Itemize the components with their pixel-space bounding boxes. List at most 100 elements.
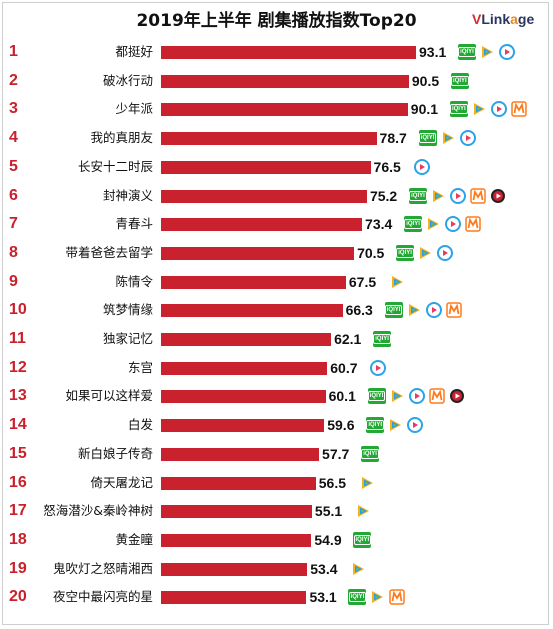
rank-label: 5 [9, 157, 18, 175]
tencent-icon [388, 388, 406, 404]
platform-icons: iQIYI [450, 72, 469, 89]
category-label: 长安十二时辰 [77, 158, 153, 174]
tencent-icon [429, 188, 447, 204]
data-label: 56.5 [318, 474, 346, 491]
data-label: 57.7 [322, 445, 350, 462]
data-label: 62.1 [334, 331, 362, 347]
rank-label: 3 [9, 100, 18, 118]
iqiyi-icon: iQIYI [449, 101, 468, 118]
platform-icons: iQIYI [418, 130, 477, 147]
rank-label: 8 [9, 243, 18, 261]
bar [161, 74, 409, 88]
bar [161, 46, 416, 59]
youku-icon [449, 187, 467, 204]
bar [161, 189, 367, 203]
rank-label: 11 [9, 330, 26, 347]
category-label: 带着爸爸去留学 [65, 244, 153, 260]
category-label: 如果可以这样爱 [65, 388, 153, 404]
platform-icons: iQIYI [366, 417, 424, 434]
iqiyi-icon: iQIYI [367, 388, 386, 405]
category-label: 筑梦情缘 [102, 302, 153, 318]
bar [161, 218, 363, 232]
bar [161, 505, 312, 519]
tencent-icon [368, 589, 386, 605]
platform-icons: iQIYI [384, 302, 463, 319]
data-label: 78.7 [379, 130, 407, 147]
data-label: 53.4 [310, 560, 338, 577]
youku-icon [406, 417, 424, 434]
data-label: 60.7 [330, 359, 358, 376]
youku-icon [490, 101, 508, 118]
bar [161, 333, 332, 346]
category-label: 封神演义 [102, 187, 153, 203]
iqiyi-icon: iQIYI [361, 445, 380, 462]
iqiyi-icon: iQIYI [348, 589, 367, 606]
category-label: 倚天屠龙记 [90, 474, 153, 490]
tencent-icon [388, 274, 406, 290]
data-label: 93.1 [419, 44, 447, 60]
tencent-icon [470, 101, 488, 117]
bar [161, 476, 316, 490]
platform-icons: iQIYI [348, 589, 406, 606]
platform-icons [369, 359, 387, 376]
category-label: 少年派 [115, 101, 153, 117]
platform-icons [358, 475, 376, 491]
platform-icons: iQIYI [449, 101, 528, 118]
rank-label: 14 [9, 416, 27, 434]
rank-label: 16 [9, 473, 27, 491]
youku-icon [425, 302, 443, 319]
bar [161, 103, 408, 117]
data-label: 76.5 [373, 158, 401, 175]
youku-icon [459, 130, 477, 147]
category-label: 破冰行动 [102, 72, 153, 88]
category-label: 新白娘子传奇 [77, 445, 153, 461]
data-label: 60.1 [328, 388, 356, 405]
youku-icon [369, 359, 387, 376]
tencent-icon [439, 130, 457, 146]
iqiyi-icon: iQIYI [450, 72, 469, 89]
platform-icons [388, 274, 406, 290]
youku-icon [444, 216, 462, 233]
category-label: 我的真朋友 [90, 130, 153, 146]
iqiyi-icon: iQIYI [384, 302, 403, 319]
rank-label: 20 [9, 588, 27, 606]
youku-icon [436, 244, 454, 261]
category-label: 鬼吹灯之怒晴湘西 [52, 560, 153, 576]
tencent-icon [478, 44, 496, 60]
mgtv-icon [445, 302, 463, 319]
mgtv-icon [469, 187, 487, 204]
youku-icon [408, 388, 426, 405]
chart-frame [2, 2, 549, 625]
bar [161, 132, 377, 146]
iqiyi-icon: iQIYI [458, 44, 476, 60]
category-label: 陈情令 [115, 273, 153, 289]
category-label: 青春斗 [115, 216, 153, 232]
tencent-icon [424, 216, 442, 232]
iqiyi-icon: iQIYI [418, 130, 437, 147]
platform-icons: iQIYI [404, 216, 482, 233]
platform-icons: iQIYI [458, 44, 516, 60]
bar [161, 562, 308, 576]
data-label: 66.3 [345, 302, 373, 319]
platform-icons: iQIYI [367, 388, 466, 405]
platform-icons: iQIYI [353, 531, 372, 548]
data-label: 59.6 [327, 417, 355, 434]
category-label: 黄金瞳 [115, 531, 153, 547]
platform-icons: iQIYI [373, 331, 392, 347]
youku-icon [413, 158, 431, 175]
tencent-icon [358, 475, 376, 491]
data-label: 90.5 [411, 72, 440, 89]
data-label: 70.5 [357, 244, 385, 261]
tencent-icon [416, 245, 434, 261]
iqiyi-icon: iQIYI [396, 244, 415, 261]
data-label: 73.4 [365, 216, 393, 233]
pptv-icon [489, 188, 507, 204]
rank-label: 13 [9, 387, 27, 405]
bar [161, 419, 325, 433]
tencent-icon [349, 561, 367, 577]
bar [161, 361, 328, 375]
tencent-icon [405, 302, 423, 318]
vlinkage-logo: VLinkage [472, 11, 535, 27]
bar [161, 447, 320, 461]
rank-label: 2 [9, 71, 18, 89]
